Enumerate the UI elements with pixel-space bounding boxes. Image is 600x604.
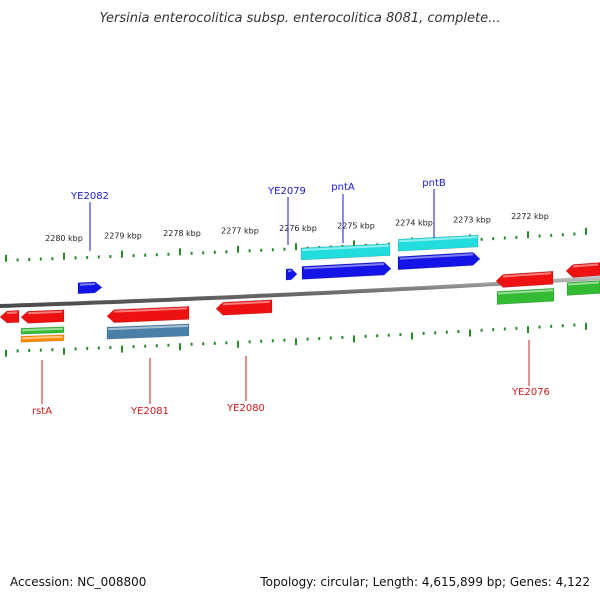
gene-label[interactable]: pntA <box>331 182 355 193</box>
scale-labels: 2280 kbp 2279 kbp 2278 kbp 2277 kbp 2276 kbp… <box>45 212 549 243</box>
gene-arrow-YE2082-highlight <box>79 282 96 286</box>
gene-label[interactable]: YE2079 <box>267 186 306 197</box>
scale-label: 2277 kbp <box>221 227 259 236</box>
scale-label: 2272 kbp <box>511 212 549 221</box>
gene-arrow-YE2080-highlight <box>222 300 271 306</box>
gene-arrow-right-edge[interactable] <box>565 262 600 278</box>
green-feature-highlight <box>567 281 600 286</box>
scale-label: 2276 kbp <box>279 224 317 233</box>
gene-label[interactable]: YE2080 <box>226 403 265 414</box>
cyan-feature-highlight <box>398 235 478 243</box>
cyan-feature-highlight <box>301 244 390 251</box>
gene-label[interactable]: YE2076 <box>511 387 550 398</box>
green-feature-highlight <box>21 327 64 332</box>
scale-label: 2273 kbp <box>453 215 491 224</box>
orange-feature-highlight <box>21 335 64 340</box>
gene-arrow-YE2082[interactable] <box>77 281 103 295</box>
gene-label[interactable]: YE2082 <box>70 191 109 202</box>
gene-label[interactable]: rstA <box>32 406 52 417</box>
gene-arrow-YE2076[interactable] <box>495 270 554 288</box>
scale-label: 2274 kbp <box>395 218 433 227</box>
gene-arrow-pntA[interactable] <box>301 261 392 280</box>
gene-arrow-rstA[interactable] <box>20 309 65 324</box>
map-title: Yersinia enterocolitica subsp. enterocol… <box>99 11 500 26</box>
gene-arrow-YE2079[interactable] <box>285 268 298 281</box>
gene-arrow-YE2079-highlight <box>287 269 292 273</box>
gene-features <box>0 234 600 343</box>
cyan-feature[interactable] <box>300 243 391 261</box>
scale-label: 2279 kbp <box>104 232 142 241</box>
gene-arrow-YE2081[interactable] <box>106 305 190 324</box>
gene-label[interactable]: YE2081 <box>130 406 169 417</box>
gene-label[interactable]: pntB <box>422 178 446 189</box>
green-feature-highlight <box>497 289 554 295</box>
genome-summary-text: Topology: circular; Length: 4,615,899 bp… <box>259 575 590 589</box>
steel-feature-highlight <box>107 324 189 331</box>
gene-arrow-left-edge[interactable] <box>0 309 20 324</box>
scale-label: 2275 kbp <box>337 221 375 230</box>
gene-labels: YE2082 YE2079 pntA pntB rstA YE2081 YE2080 YE20… <box>32 178 550 417</box>
accession-text: Accession: NC_008800 <box>10 575 146 589</box>
gene-arrow-right-edge-highlight <box>572 263 599 268</box>
scale-label: 2278 kbp <box>163 229 201 238</box>
cyan-feature[interactable] <box>397 234 479 252</box>
gene-arrow-pntB-highlight <box>399 253 474 260</box>
gene-arrow-YE2081-highlight <box>113 307 188 313</box>
gene-arrow-rstA-highlight <box>27 310 63 315</box>
gene-arrow-pntB[interactable] <box>397 251 481 271</box>
lower-scale-ticks <box>5 322 587 357</box>
gene-arrow-YE2080[interactable] <box>215 299 273 316</box>
gene-arrow-pntA-highlight <box>303 263 385 270</box>
gene-arrow-YE2076-highlight <box>502 272 552 278</box>
scale-label: 2280 kbp <box>45 234 83 243</box>
gene-arrow-left-edge-highlight <box>6 311 18 314</box>
